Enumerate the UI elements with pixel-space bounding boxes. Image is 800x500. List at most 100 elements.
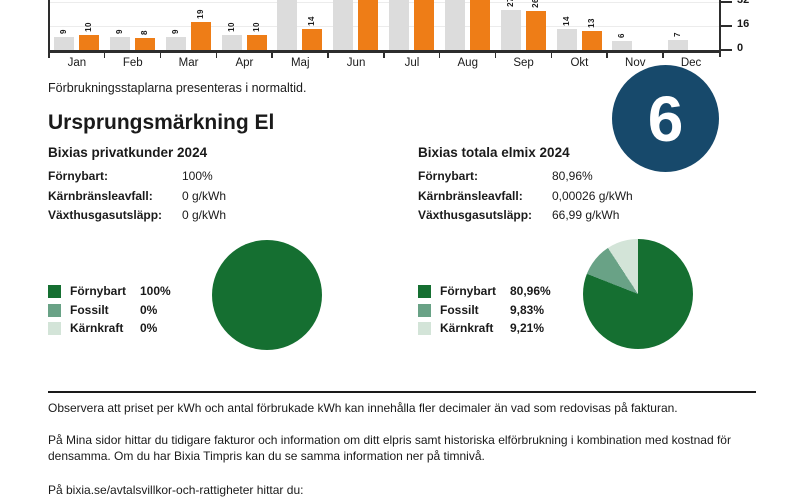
bar-value-gray-bars-sep: 27 (505, 0, 515, 7)
bar-chart-right-axis (719, 0, 721, 57)
ytick-label-0: 0 (737, 42, 744, 54)
bar-gray-bars-apr (221, 35, 242, 50)
month-label-apr: Apr (235, 57, 254, 69)
bar-chart-baseline (48, 50, 721, 53)
ytick-label-16: 16 (737, 18, 750, 30)
bar-value-gray-bars-okt: 14 (561, 16, 571, 26)
bar-gray-bars-mar (165, 36, 186, 50)
stat-value: 0,00026 g/kWh (552, 188, 633, 203)
bar-gray-bars-okt (556, 29, 577, 50)
legend-value: 0% (140, 302, 158, 317)
legend-value: 80,96% (510, 284, 551, 298)
month-label-jul: Jul (404, 57, 420, 69)
page-number-badge: 6 (612, 65, 719, 172)
month-tick-maj (271, 52, 273, 58)
stat-value: 100% (182, 169, 213, 183)
bar-gray-bars-nov (612, 41, 633, 50)
stat-row-right-0: Förnybart: 80,96% (418, 169, 758, 189)
bar-chart-plot: 9 10 9 8 9 19 10 10 14 27 26 14 13 6 7 (49, 0, 719, 50)
stat-value: 0 g/kWh (182, 188, 227, 203)
month-tick-okt (550, 52, 552, 58)
month-tick-jul (383, 52, 385, 58)
month-tick-dec (662, 52, 664, 58)
stats-elmix: Förnybart: 80,96% Kärnbränsleavfall: 0,0002… (418, 169, 758, 228)
month-tick-feb (103, 52, 106, 58)
legend-value: 0% (140, 321, 158, 336)
bar-value-gray-bars-jan: 9 (59, 28, 68, 34)
month-label-feb: Feb (122, 57, 143, 69)
legend-row-left-kärnkraft: Kärnkraft 0% (48, 321, 268, 340)
legend-swatch-icon (418, 285, 431, 298)
month-tick-jan (48, 52, 50, 58)
bar-value-gray-bars-mar: 9 (170, 28, 180, 34)
stat-row-left-1: Kärnbränsleavfall: 0 g/kWh (48, 189, 388, 209)
bar-orange-bars-feb (134, 38, 155, 50)
bar-gray-bars-jul (389, 0, 409, 50)
stat-row-left-2: Växthusgasutsläpp: 0 g/kWh (48, 208, 388, 228)
footer-note-mina-sidor: På Mina sidor hittar du tidigare fakturo… (48, 433, 731, 463)
bar-value-gray-bars-apr: 10 (226, 22, 236, 32)
stat-label: Kärnbränsleavfall: (48, 188, 153, 203)
pie-chart-elmix (583, 239, 693, 349)
ytick-0 (719, 49, 732, 51)
month-label-jun: Jun (346, 57, 366, 69)
stat-label: Växthusgasutsläpp: (418, 208, 533, 223)
legend-privatkunder: Förnybart 100% Fossilt 0% Kärnkraft 0% (48, 284, 268, 340)
gridline-32 (49, 2, 719, 3)
stat-label: Kärnbränsleavfall: (418, 188, 523, 203)
legend-label: Förnybart (440, 284, 497, 298)
gridline-16 (49, 26, 719, 27)
stat-value: 0 g/kWh (182, 208, 227, 223)
legend-value: 9,83% (510, 302, 545, 317)
bar-orange-bars-aug (469, 0, 490, 50)
page-number: 6 (647, 82, 684, 155)
month-tick-nov (606, 52, 608, 58)
bar-value-orange-bars-jan: 10 (84, 22, 93, 32)
ytick-16 (719, 25, 732, 27)
bar-orange-bars-sep (525, 11, 546, 50)
month-tick-jun (327, 52, 329, 58)
legend-row-right-kärnkraft: Kärnkraft 9,21% (418, 321, 638, 340)
bar-orange-bars-mar (190, 21, 211, 50)
legend-row-right-fossilt: Fossilt 9,83% (418, 303, 638, 322)
month-tick-aug (438, 52, 441, 58)
stat-row-left-0: Förnybart: 100% (48, 169, 388, 189)
legend-row-left-fossilt: Fossilt 0% (48, 303, 268, 322)
month-label-dec: Dec (680, 57, 702, 69)
month-tick-mar (159, 52, 162, 58)
stats-privatkunder: Förnybart: 100% Kärnbränsleavfall: 0 g/kWh V… (48, 169, 388, 228)
bar-orange-bars-apr (246, 35, 267, 50)
legend-swatch-icon (48, 322, 61, 336)
bar-orange-bars-jul (414, 0, 434, 50)
bar-orange-bars-maj (302, 29, 323, 50)
bar-value-orange-bars-sep: 26 (530, 0, 540, 8)
month-tick-sep (494, 52, 497, 58)
bar-value-gray-bars-dec: 7 (673, 31, 683, 37)
section-title-privatkunder: Bixias privatkunder 2024 (48, 145, 208, 160)
footer-note-decimals: Observera att priset per kWh och antal f… (48, 401, 678, 415)
bar-value-orange-bars-apr: 10 (251, 22, 261, 32)
bar-orange-bars-jan (79, 35, 99, 50)
month-label-aug: Aug (457, 57, 478, 69)
bar-gray-bars-jan (54, 36, 74, 50)
bar-gray-bars-dec (668, 39, 689, 50)
bar-chart-left-axis (48, 0, 50, 52)
legend-value: 100% (140, 284, 171, 298)
bar-value-orange-bars-feb: 8 (139, 30, 149, 35)
bar-value-gray-bars-feb: 9 (114, 28, 124, 34)
ytick-32 (719, 1, 732, 3)
stat-value: 80,96% (552, 169, 593, 183)
stat-value: 66,99 g/kWh (552, 208, 620, 223)
pie-chart-privatkunder (212, 240, 322, 350)
legend-label: Kärnkraft (440, 321, 494, 336)
legend-label: Fossilt (70, 302, 109, 317)
month-label-nov: Nov (625, 57, 646, 69)
stat-row-right-2: Växthusgasutsläpp: 66,99 g/kWh (418, 208, 758, 228)
legend-label: Fossilt (440, 302, 479, 317)
ytick-label-32: 32 (737, 0, 750, 6)
legend-elmix: Förnybart 80,96% Fossilt 9,83% Kärnkraft 9,21… (418, 284, 638, 340)
bar-value-orange-bars-mar: 19 (195, 8, 205, 19)
chart-note: Förbrukningsstaplarna presenteras i norm… (48, 81, 307, 95)
legend-label: Kärnkraft (70, 321, 124, 336)
